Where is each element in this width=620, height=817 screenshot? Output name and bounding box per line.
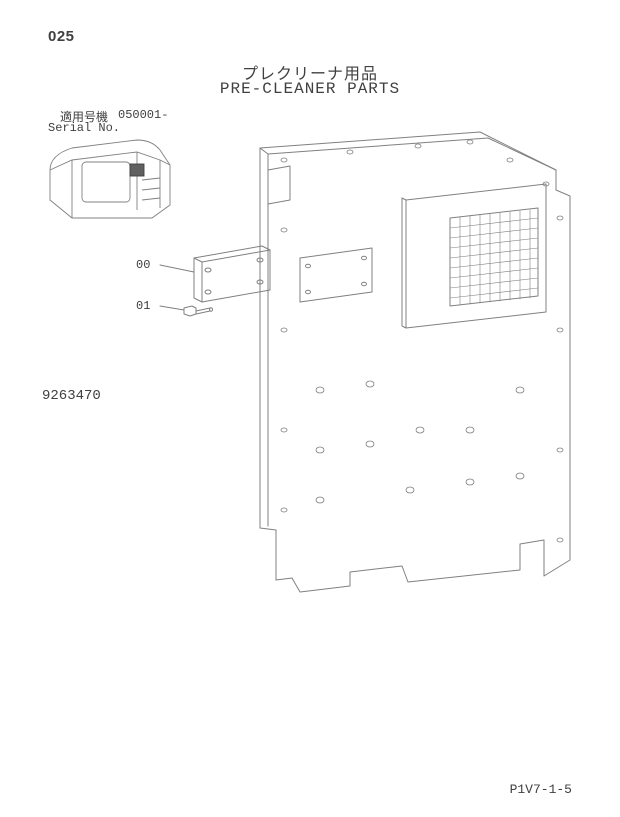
part-01-bolt bbox=[184, 306, 213, 316]
callout-01: 01 bbox=[136, 299, 150, 313]
main-diagram bbox=[150, 130, 590, 600]
reference-number: 9263470 bbox=[42, 388, 101, 404]
vent-grille bbox=[402, 184, 546, 328]
wall-panel bbox=[260, 132, 570, 592]
footer-code: P1V7-1-5 bbox=[510, 782, 572, 797]
title-english: PRE-CLEANER PARTS bbox=[0, 80, 620, 98]
callout-00: 00 bbox=[136, 258, 150, 272]
serial-range: 050001- bbox=[118, 108, 168, 122]
page-number: 025 bbox=[48, 28, 75, 45]
part-00-plate bbox=[194, 246, 270, 302]
page-root: 025 プレクリーナ用品 PRE-CLEANER PARTS 適用号機 0500… bbox=[0, 0, 620, 817]
